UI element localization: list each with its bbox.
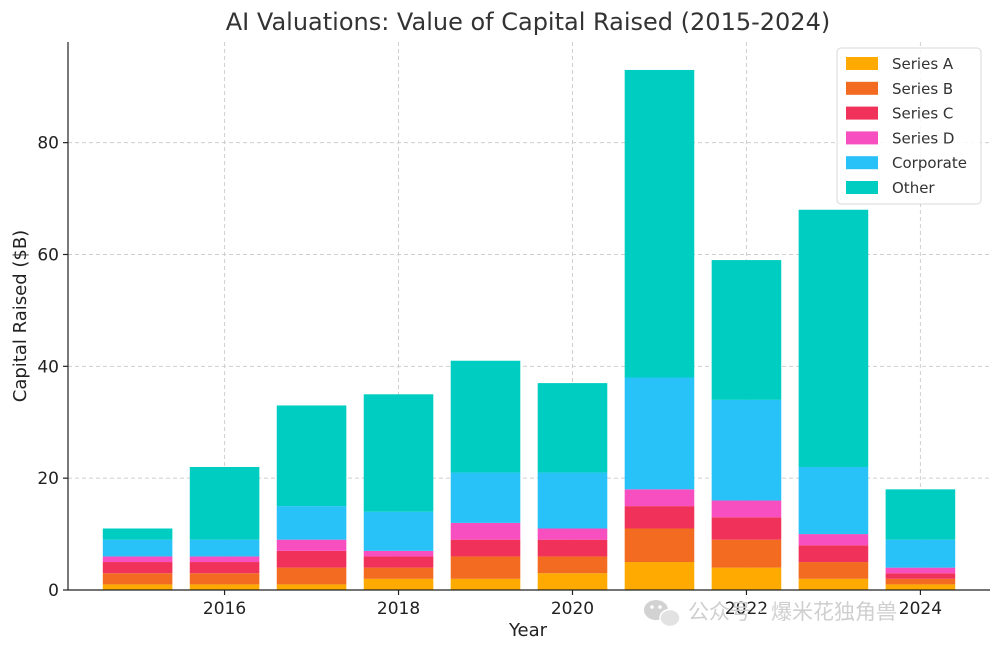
bar-other-2023	[798, 209, 869, 467]
legend-label: Series D	[892, 129, 954, 147]
y-tick-label: 60	[37, 245, 59, 265]
bar-series-c-2022	[711, 517, 782, 540]
legend-swatch	[846, 181, 878, 194]
bar-series-c-2015	[102, 562, 173, 574]
bar-corporate-2018	[363, 511, 434, 551]
bar-series-b-2023	[798, 562, 869, 579]
bar-series-d-2022	[711, 500, 782, 518]
bar-other-2024	[885, 489, 956, 540]
bar-series-d-2024	[885, 567, 956, 574]
bar-other-2017	[276, 405, 347, 507]
bar-corporate-2016	[189, 539, 260, 557]
bar-series-c-2021	[624, 506, 695, 529]
axes	[67, 42, 990, 591]
legend-swatch	[846, 57, 878, 70]
bar-series-a-2016	[189, 584, 260, 590]
bar-corporate-2015	[102, 539, 173, 557]
bar-series-a-2023	[798, 578, 869, 590]
x-tick-label: 2024	[899, 599, 942, 619]
bar-corporate-2023	[798, 466, 869, 535]
bar-corporate-2021	[624, 377, 695, 490]
wechat-icon	[644, 600, 681, 628]
bar-corporate-2017	[276, 506, 347, 540]
chart-title: AI Valuations: Value of Capital Raised (…	[226, 8, 830, 36]
bar-other-2022	[711, 260, 782, 400]
bar-series-b-2024	[885, 578, 956, 585]
bar-other-2021	[624, 69, 695, 378]
x-tick-label: 2020	[551, 599, 594, 619]
bar-series-c-2016	[189, 562, 260, 574]
bar-series-d-2020	[537, 528, 608, 540]
bar-corporate-2020	[537, 472, 608, 529]
bar-series-d-2018	[363, 550, 434, 557]
bar-series-b-2022	[711, 539, 782, 568]
legend-label: Corporate	[892, 154, 967, 172]
bar-corporate-2019	[450, 472, 521, 523]
bar-series-c-2017	[276, 550, 347, 568]
bar-series-d-2019	[450, 522, 521, 540]
bar-series-d-2021	[624, 489, 695, 507]
bars	[102, 69, 956, 590]
bar-other-2015	[102, 528, 173, 540]
y-tick-label: 20	[37, 469, 59, 489]
legend-swatch	[846, 81, 878, 95]
legend-swatch	[846, 156, 878, 170]
bar-series-a-2017	[276, 584, 347, 590]
bar-series-c-2023	[798, 545, 869, 563]
bar-other-2020	[537, 383, 608, 473]
x-axis-label: Year	[508, 620, 548, 641]
bar-series-a-2020	[537, 573, 608, 590]
x-tick-label: 2022	[725, 599, 768, 619]
legend-label: Other	[892, 179, 935, 197]
bar-other-2019	[450, 360, 521, 473]
bar-series-c-2018	[363, 556, 434, 568]
x-ticks: 2016 2018 2020 2022 2024	[203, 590, 942, 619]
y-tick-label: 0	[48, 581, 59, 601]
y-ticks: 0 20 40 60 80	[37, 134, 68, 601]
bar-series-a-2019	[450, 578, 521, 590]
legend-label: Series B	[892, 80, 953, 98]
bar-series-a-2018	[363, 578, 434, 590]
watermark: 公众号 · 爆米花独角兽	[644, 600, 897, 628]
bar-series-b-2018	[363, 567, 434, 579]
bar-other-2018	[363, 394, 434, 512]
y-axis-label: Capital Raised ($B)	[10, 230, 31, 402]
bar-corporate-2024	[885, 539, 956, 568]
legend-label: Series A	[892, 55, 954, 73]
bar-series-c-2019	[450, 539, 521, 557]
bar-other-2016	[189, 466, 260, 540]
y-tick-label: 80	[37, 134, 59, 154]
bar-corporate-2022	[711, 399, 782, 501]
bar-series-b-2015	[102, 573, 173, 585]
bar-series-d-2023	[798, 534, 869, 546]
bar-series-b-2020	[537, 556, 608, 574]
legend-swatch	[846, 106, 878, 120]
bar-series-a-2021	[624, 562, 695, 590]
x-tick-label: 2016	[203, 599, 246, 619]
bar-series-b-2021	[624, 528, 695, 563]
bar-series-b-2017	[276, 567, 347, 585]
watermark-text: 公众号 · 爆米花独角兽	[688, 600, 897, 624]
legend-label: Series C	[892, 105, 953, 123]
legend-swatch	[846, 131, 878, 145]
legend: Series A Series B Series C Series D Corporat…	[836, 47, 982, 205]
x-tick-label: 2018	[377, 599, 420, 619]
y-tick-label: 40	[37, 357, 59, 377]
bar-series-b-2016	[189, 573, 260, 585]
bar-series-a-2024	[885, 584, 956, 590]
bar-series-d-2016	[189, 556, 260, 563]
bar-series-c-2020	[537, 539, 608, 557]
bar-series-a-2015	[102, 584, 173, 590]
bar-series-c-2024	[885, 573, 956, 579]
bar-series-d-2017	[276, 539, 347, 551]
bar-series-d-2015	[102, 556, 173, 563]
bar-series-a-2022	[711, 567, 782, 590]
bar-series-b-2019	[450, 556, 521, 579]
